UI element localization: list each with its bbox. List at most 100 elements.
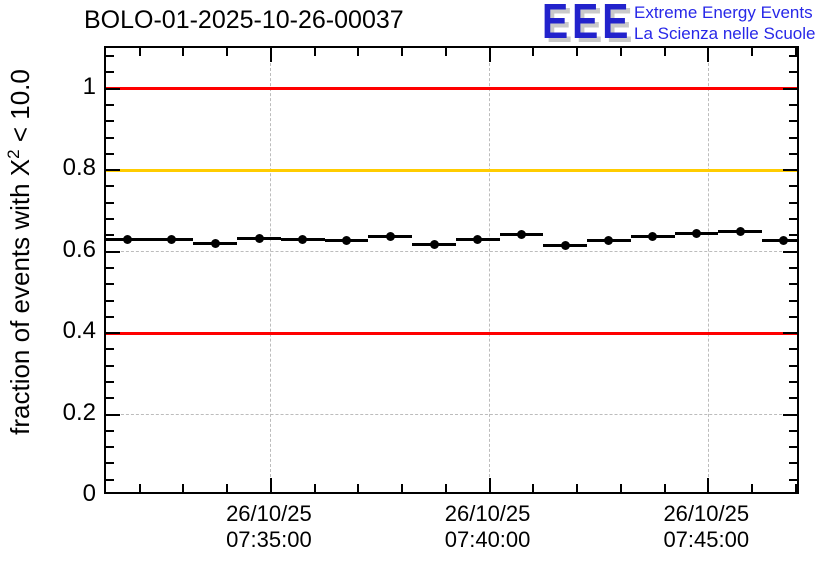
x-tick-label: 26/10/25 07:40:00 (418, 501, 558, 553)
x-axis-tick (401, 484, 404, 492)
y-tick-label: 0.4 (62, 317, 96, 345)
data-point-marker (517, 229, 526, 239)
reference-line (106, 168, 797, 172)
eee-logo-tagline-1: Extreme Energy Events (634, 3, 813, 22)
x-axis-tick-mirror (269, 48, 272, 62)
x-axis-tick (707, 478, 710, 492)
x-axis-tick-mirror (182, 48, 185, 56)
y-tick-label: 0.2 (62, 398, 96, 426)
y-axis-tick-mirror (783, 332, 797, 335)
y-tick-label: 0.6 (62, 235, 96, 263)
x-tick-label-date: 26/10/25 (226, 501, 312, 526)
vertical-gridline (707, 48, 709, 492)
y-axis-tick-mirror (783, 250, 797, 253)
y-axis-tick-mirror (789, 55, 797, 58)
data-point-marker (648, 232, 658, 242)
y-axis-tick (106, 120, 114, 123)
y-axis-tick (106, 55, 114, 58)
x-axis-tick (532, 484, 535, 492)
x-axis-tick-mirror (794, 48, 797, 56)
y-axis-tick-mirror (789, 380, 797, 383)
y-axis-tick-mirror (789, 266, 797, 269)
y-axis-tick (106, 152, 114, 155)
x-axis-tick (751, 484, 753, 492)
y-axis-tick (106, 429, 114, 432)
y-axis-title-text: fraction of events with X (4, 158, 35, 435)
data-point-marker (254, 234, 264, 244)
y-axis-tick-mirror (789, 120, 797, 123)
y-axis-tick-mirror (789, 201, 797, 204)
data-point-marker (604, 235, 614, 245)
data-point-marker (385, 232, 395, 242)
x-axis-tick-mirror (619, 48, 622, 56)
y-axis-tick (106, 397, 114, 400)
y-axis-tick (106, 104, 114, 107)
y-axis-tick (106, 218, 114, 221)
y-tick-label: 0 (82, 480, 96, 507)
x-axis-tick (313, 484, 316, 492)
x-axis-tick-mirror (751, 48, 753, 56)
x-axis-tick-mirror (357, 48, 360, 56)
data-point-marker (779, 235, 789, 245)
eee-logo-acronym: EEE (542, 0, 633, 49)
data-point-marker (167, 234, 177, 244)
x-axis-tick (138, 484, 141, 492)
x-axis-tick-mirror (707, 48, 710, 62)
y-axis-tick-mirror (789, 152, 797, 155)
x-tick-label: 26/10/25 07:35:00 (199, 501, 339, 553)
plot-frame (104, 46, 799, 494)
eee-logo-tagline-2: La Scienza nelle Scuole (634, 24, 816, 43)
vertical-gridline (270, 48, 272, 492)
x-axis-tick (619, 484, 622, 492)
y-axis-tick (106, 446, 114, 449)
y-axis-tick (106, 169, 120, 172)
y-axis-tick-mirror (789, 185, 797, 188)
y-axis-tick (106, 71, 114, 74)
y-axis-tick-mirror (789, 104, 797, 107)
x-tick-label-time: 07:40:00 (444, 527, 531, 552)
y-axis-tick-mirror (783, 413, 797, 416)
x-axis-tick (269, 478, 272, 492)
y-axis-tick (106, 87, 120, 90)
y-axis-tick-mirror (789, 315, 797, 318)
x-axis-tick (182, 484, 185, 492)
x-axis-tick (488, 478, 491, 492)
y-axis-tick (106, 478, 114, 481)
y-axis-tick-mirror (789, 364, 797, 367)
y-axis-tick-mirror (789, 462, 797, 465)
y-axis-tick-mirror (789, 478, 797, 481)
reference-line (106, 87, 797, 91)
x-tick-label: 26/10/25 07:45:00 (636, 501, 776, 553)
x-axis-tick-mirror (488, 48, 491, 62)
y-axis-tick-mirror (789, 234, 797, 237)
x-tick-label-date: 26/10/25 (444, 501, 531, 526)
vertical-gridline (489, 48, 491, 492)
x-tick-label-time: 07:35:00 (226, 527, 312, 552)
data-point-marker (342, 236, 352, 246)
y-axis-tick (106, 364, 114, 367)
data-point-marker (210, 238, 220, 248)
x-tick-label-time: 07:45:00 (663, 527, 750, 552)
data-point-marker (735, 227, 745, 237)
y-axis-tick (106, 283, 114, 286)
y-axis-tick (106, 185, 114, 188)
y-axis-tick (106, 136, 114, 139)
data-point-marker (429, 240, 439, 250)
y-axis-tick-mirror (789, 218, 797, 221)
y-axis-tick-mirror (789, 429, 797, 432)
y-axis-tick (106, 201, 114, 204)
x-axis-tick (576, 484, 579, 492)
x-axis-tick-mirror (576, 48, 579, 56)
y-axis-tick (106, 315, 114, 318)
x-axis-tick-mirror (138, 48, 141, 56)
y-axis-tick-mirror (783, 169, 797, 172)
y-axis-tick-mirror (789, 71, 797, 74)
y-axis-tick-mirror (789, 299, 797, 302)
y-tick-label: 0.8 (62, 154, 96, 182)
reference-line (106, 331, 797, 335)
y-axis-tick (106, 348, 114, 351)
y-axis-tick (106, 413, 120, 416)
y-axis-tick (106, 234, 114, 237)
y-axis-tick (106, 462, 114, 465)
